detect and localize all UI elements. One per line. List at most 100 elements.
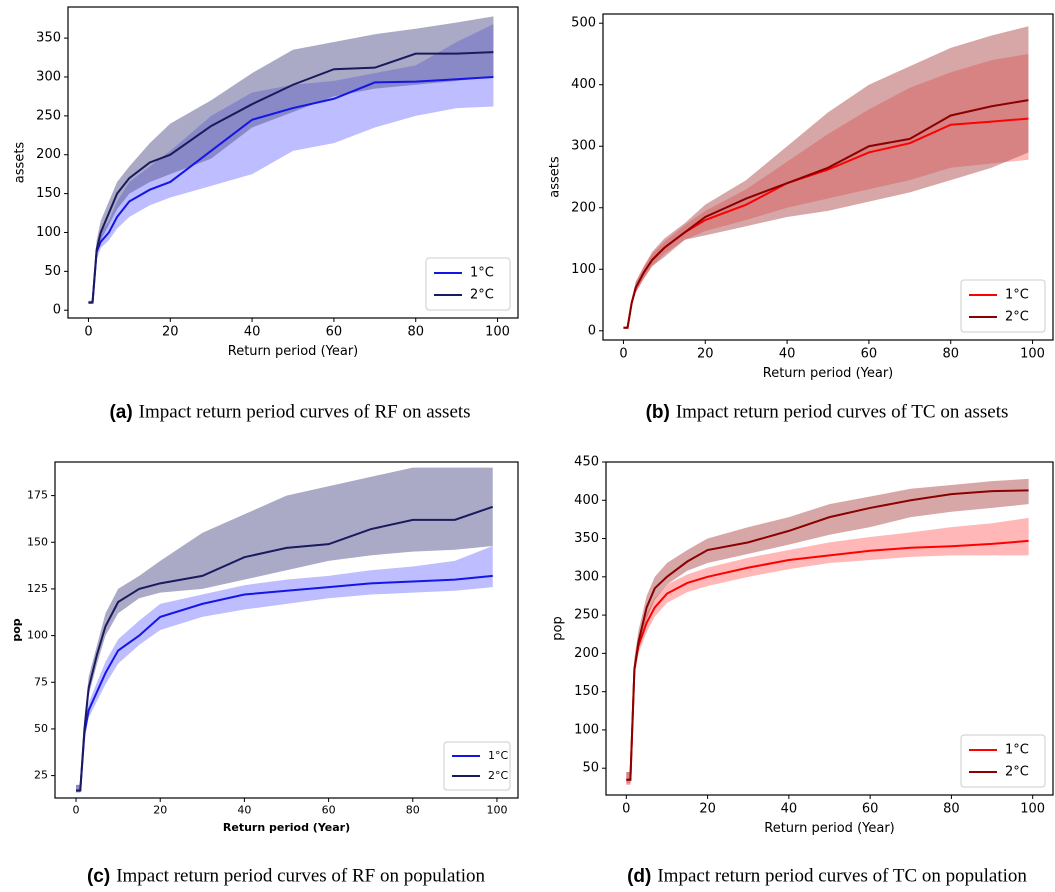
x-tick-label: 40: [244, 324, 261, 339]
y-tick-label: 0: [588, 323, 596, 338]
legend-label: 2°C: [1005, 310, 1029, 325]
axes-frame: [54, 461, 519, 799]
y-tick-label: 25: [34, 769, 48, 782]
legend-label: 1°C: [488, 749, 508, 762]
legend-box: [443, 741, 511, 791]
line: [88, 51, 494, 304]
y-tick-label: 450: [574, 455, 599, 470]
x-tick-label: 80: [942, 346, 959, 361]
caption: Impact return period curves of TC on ass…: [676, 401, 1009, 422]
y-tick-label: 50: [44, 264, 61, 279]
y-tick-label: 250: [36, 108, 61, 123]
x-axis-label: Return period (Year): [764, 821, 894, 836]
x-tick-label: 60: [862, 801, 879, 816]
x-tick-label: 60: [322, 804, 336, 817]
chart: 0 20 40 60 80 100 25 50 75 100 125 150 175 Return per…: [10, 461, 519, 887]
band: [88, 24, 494, 305]
y-tick-label: 150: [574, 684, 599, 699]
caption-label: (b): [646, 402, 670, 423]
legend-box: [960, 279, 1046, 333]
y-tick-label: 0: [53, 303, 61, 318]
y-tick-label: 300: [571, 139, 596, 154]
y-axis-label: pop: [10, 618, 23, 641]
x-tick-label: 100: [1020, 801, 1045, 816]
y-tick-label: 100: [574, 722, 599, 737]
x-tick-label: 100: [1020, 346, 1045, 361]
y-tick-label: 150: [36, 186, 61, 201]
chart: 0 20 40 60 80 100 50 100 150 200 250 300 350 400 450 Re…: [551, 455, 1054, 887]
y-tick-label: 350: [574, 531, 599, 546]
x-tick-label: 100: [485, 324, 510, 339]
line: [623, 99, 1029, 329]
chart: 0 20 40 60 80 100 0 100 200 300 400 500 Return perio…: [548, 13, 1054, 423]
axes-frame: [67, 6, 519, 319]
band: [76, 467, 493, 793]
caption-label: (d): [627, 866, 651, 887]
x-axis-label: Return period (Year): [228, 344, 358, 359]
y-tick-label: 300: [36, 69, 61, 84]
x-tick-label: 20: [162, 324, 179, 339]
caption: Impact return period curves of TC on pop…: [657, 865, 1027, 886]
y-tick-label: 300: [574, 569, 599, 584]
x-tick-label: 60: [326, 324, 343, 339]
x-tick-label: 40: [779, 346, 796, 361]
x-tick-label: 80: [406, 804, 420, 817]
y-tick-label: 50: [34, 722, 48, 735]
y-tick-label: 500: [571, 16, 596, 31]
y-tick-label: 100: [36, 225, 61, 240]
y-tick-label: 200: [571, 200, 596, 215]
y-tick-label: 50: [582, 761, 599, 776]
line: [76, 574, 493, 792]
x-tick-label: 0: [84, 324, 92, 339]
x-axis-label: Return period (Year): [223, 821, 350, 834]
x-tick-label: 40: [237, 804, 251, 817]
y-tick-label: 250: [574, 608, 599, 623]
y-tick-label: 400: [571, 77, 596, 92]
plot-area: [626, 478, 1029, 786]
caption-label: (a): [109, 402, 132, 423]
y-tick-label: 200: [36, 147, 61, 162]
x-tick-label: 0: [619, 346, 627, 361]
x-tick-label: 0: [622, 801, 630, 816]
band: [626, 478, 1029, 784]
y-tick-label: 100: [571, 262, 596, 277]
x-tick-label: 20: [153, 804, 167, 817]
x-tick-label: 80: [407, 324, 424, 339]
caption: Impact return period curves of RF on ass…: [139, 401, 471, 422]
x-tick-label: 80: [943, 801, 960, 816]
legend-label: 2°C: [470, 288, 494, 303]
y-tick-label: 125: [27, 582, 48, 595]
legend-label: 1°C: [1005, 743, 1029, 758]
y-tick-label: 150: [27, 535, 48, 548]
line: [76, 505, 494, 792]
legend-label: 1°C: [470, 266, 494, 281]
y-axis-label: assets: [13, 142, 28, 184]
y-axis-label: assets: [548, 156, 563, 198]
plot-area: [623, 26, 1029, 329]
y-tick-label: 75: [34, 675, 48, 688]
legend-label: 1°C: [1005, 288, 1029, 303]
y-tick-label: 350: [36, 31, 61, 46]
x-tick-label: 0: [73, 804, 80, 817]
x-axis-label: Return period (Year): [763, 366, 893, 381]
y-tick-label: 100: [27, 629, 48, 642]
plot-area: [88, 16, 494, 305]
legend-box: [425, 257, 511, 311]
x-tick-label: 60: [861, 346, 878, 361]
band: [88, 16, 494, 305]
plot-area: [76, 467, 494, 793]
y-axis-label: pop: [551, 616, 566, 640]
x-tick-label: 100: [486, 804, 507, 817]
caption: Impact return period curves of RF on pop…: [116, 865, 485, 886]
band: [76, 546, 493, 793]
axes-frame: [602, 13, 1054, 341]
chart: 0 20 40 60 80 100 0 50 100 150 200 250 300 350 Return …: [13, 6, 519, 423]
legend-label: 2°C: [488, 769, 508, 782]
band: [623, 26, 1029, 329]
y-tick-label: 175: [27, 489, 48, 502]
caption-label: (c): [87, 866, 110, 887]
legend-box: [960, 734, 1046, 788]
x-tick-label: 20: [697, 346, 714, 361]
y-tick-label: 200: [574, 646, 599, 661]
